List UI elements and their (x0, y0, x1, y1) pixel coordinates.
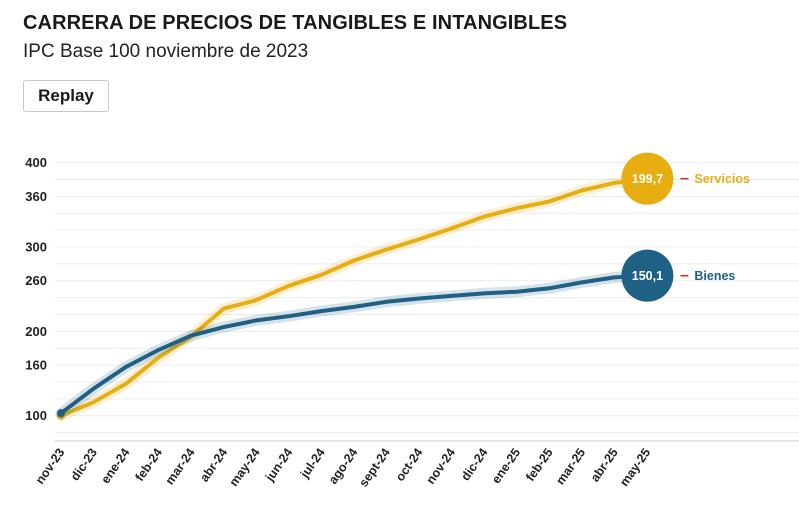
y-tick-label: 300 (25, 240, 47, 255)
x-tick-label: ene-25 (489, 446, 523, 487)
y-tick-label: 400 (25, 155, 47, 170)
x-tick-label: mar-24 (163, 446, 198, 488)
series-end-value: 199,7 (632, 172, 663, 186)
x-tick-label: abr-25 (588, 446, 621, 485)
y-axis-ticks: 100 160 200 260 300 360 400 (25, 155, 47, 423)
series-end-value: 150,1 (632, 269, 663, 283)
y-tick-label: 360 (25, 189, 47, 204)
x-tick-label: jun-24 (262, 446, 295, 485)
grid-lines (55, 162, 799, 442)
x-tick-label: sept-24 (356, 446, 393, 490)
x-tick-label: may-24 (227, 446, 263, 489)
series-end-labels: 199,7 Servicios 150,1 Bienes (621, 152, 750, 302)
x-tick-label: oct-24 (393, 446, 426, 484)
x-tick-label: feb-25 (523, 446, 556, 484)
x-tick-label: dic-24 (458, 446, 490, 484)
x-tick-label: mar-25 (553, 446, 588, 488)
y-tick-label: 200 (25, 324, 47, 339)
y-tick-label: 100 (25, 408, 47, 423)
y-tick-label: 160 (25, 358, 47, 373)
replay-button[interactable]: Replay (23, 80, 109, 112)
series-line-servicios (59, 176, 649, 418)
series-end-badge (621, 249, 674, 302)
series-line-bienes (59, 273, 649, 416)
x-tick-label: ene-24 (98, 446, 132, 487)
series-glow (55, 270, 653, 419)
x-tick-label: abr-24 (197, 446, 230, 485)
chart-subtitle: IPC Base 100 noviembre de 2023 (23, 41, 309, 62)
series-lines (55, 173, 653, 422)
series-start-point (57, 409, 65, 418)
y-tick-label: 260 (25, 273, 47, 288)
series-name-label: Servicios (694, 172, 750, 186)
x-tick-label: may-25 (617, 446, 653, 489)
x-tick-label: jul-24 (297, 446, 328, 482)
chart-title: CARRERA DE PRECIOS DE TANGIBLES E INTANG… (23, 12, 568, 34)
x-tick-label: nov-23 (33, 446, 68, 487)
x-tick-label: feb-24 (133, 446, 166, 484)
series-end-badge (621, 152, 674, 205)
x-tick-label: nov-24 (423, 446, 458, 487)
x-tick-label: ago-24 (326, 446, 361, 487)
series-name-label: Bienes (694, 269, 735, 283)
x-tick-label: dic-23 (68, 446, 100, 484)
